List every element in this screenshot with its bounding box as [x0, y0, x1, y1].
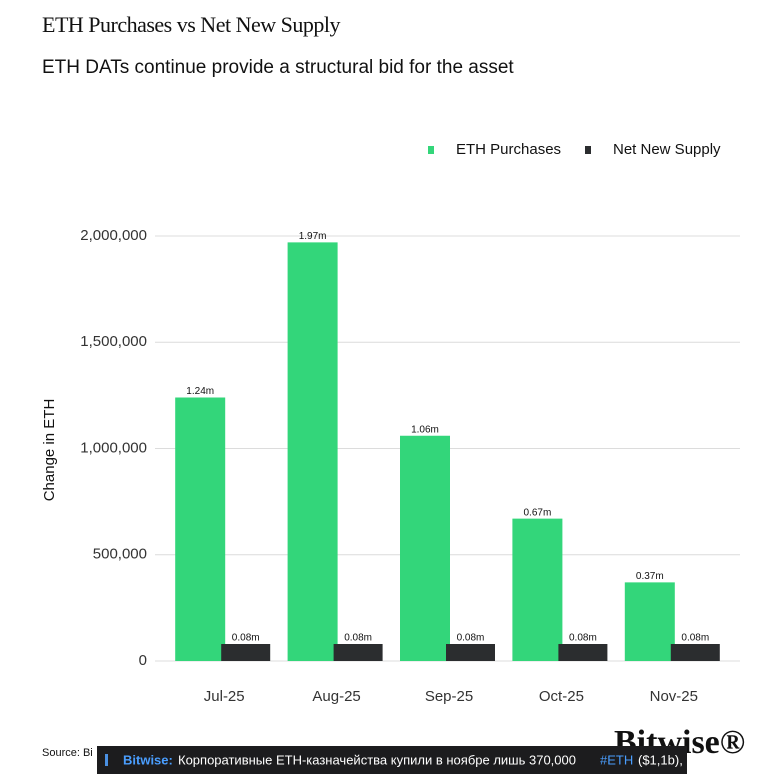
- legend-swatch: [428, 146, 434, 154]
- x-tick-label: Aug-25: [312, 688, 360, 705]
- overlay-icon: [105, 754, 108, 766]
- source: Source: Bi: [42, 747, 93, 759]
- value-label: 0.08m: [457, 633, 485, 644]
- value-label: 0.08m: [344, 633, 372, 644]
- bar: [446, 644, 495, 661]
- chart-subtitle: ETH DATs continue provide a structural b…: [42, 57, 514, 78]
- bar: [221, 644, 271, 661]
- x-tick-label: Jul-25: [204, 688, 245, 705]
- value-label: 0.37m: [636, 571, 664, 582]
- bar: [670, 644, 720, 661]
- bar: [624, 582, 675, 661]
- y-axis-label: Change in ETH: [41, 399, 58, 502]
- value-label: 0.08m: [232, 633, 260, 644]
- value-label: 0.08m: [681, 633, 709, 644]
- y-tick-label: 1,500,000: [80, 333, 147, 350]
- overlay-text: Корпоративные ETH-казначейства купили в …: [178, 752, 576, 767]
- bar: [558, 644, 608, 661]
- y-tick-label: 1,000,000: [80, 439, 147, 456]
- y-tick-label: 0: [139, 652, 147, 669]
- legend-label: Net New Supply: [613, 141, 721, 158]
- x-tick-label: Nov-25: [650, 688, 698, 705]
- x-tick-label: Sep-25: [425, 688, 473, 705]
- value-label: 0.67m: [524, 507, 552, 518]
- legend-swatch: [585, 146, 591, 154]
- legend-label: ETH Purchases: [456, 141, 561, 158]
- value-label: 1.97m: [299, 231, 327, 242]
- bar: [512, 518, 563, 661]
- chart-title: ETH Purchases vs Net New Supply: [42, 12, 340, 37]
- overlay-tail: ($1,1b),: [638, 752, 683, 767]
- value-label: 1.06m: [411, 424, 439, 435]
- bar: [175, 397, 226, 661]
- x-tick-label: Oct-25: [539, 688, 584, 705]
- y-tick-label: 500,000: [93, 546, 147, 563]
- overlay-bar: [97, 746, 687, 774]
- bar: [333, 644, 383, 661]
- y-tick-label: 2,000,000: [80, 227, 147, 244]
- bar: [287, 242, 338, 661]
- overlay-account: Bitwise:: [123, 752, 173, 767]
- bar: [400, 435, 450, 661]
- value-label: 1.24m: [186, 386, 214, 397]
- value-label: 0.08m: [569, 633, 597, 644]
- overlay-tag: #ETH: [600, 752, 633, 767]
